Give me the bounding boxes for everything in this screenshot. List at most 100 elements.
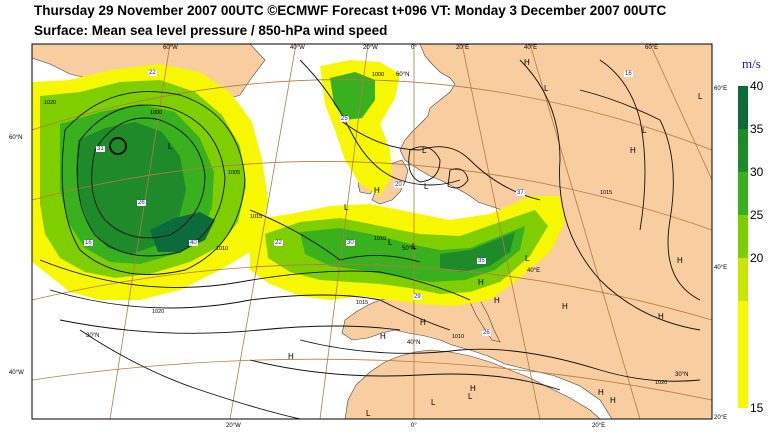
legend-swatch-15: [738, 301, 748, 408]
legend-label-15: 15: [750, 401, 764, 415]
high-centre: H: [288, 352, 294, 361]
isobar-east-1: [519, 59, 701, 331]
tick-right-60e: 60°E: [714, 86, 728, 92]
isobar-east-3: [599, 59, 646, 231]
italy-land: [469, 289, 501, 343]
isobar-low-3: [61, 91, 246, 275]
low-centre: L: [424, 182, 429, 191]
high-centre: H: [470, 384, 476, 393]
wind-band-darkest-west: [150, 212, 215, 252]
low-centre: L: [366, 409, 371, 418]
legend-swatch-20: [738, 258, 748, 301]
isobar-front-1: [49, 289, 451, 331]
tick-top-0: 0°: [411, 45, 417, 51]
low-centre: L: [544, 84, 549, 93]
legend-swatch-40: [738, 86, 748, 129]
map-subtitle: Surface: Mean sea level pressure / 850-h…: [34, 23, 388, 38]
tick-bottom-20w: 20°W: [226, 423, 241, 429]
high-centre: H: [562, 302, 568, 311]
high-centre: H: [494, 296, 500, 305]
wind-speed-label: 37: [516, 190, 525, 196]
legend-label-35: 35: [750, 122, 764, 136]
meridian-40e: [529, 44, 641, 419]
low-centre: L: [431, 398, 436, 407]
map-title: Thursday 29 November 2007 00UTC ©ECMWF F…: [34, 3, 667, 18]
isobar-wave-3: [299, 59, 461, 186]
wind-speed-label: 26: [482, 330, 491, 336]
tick-top-60e: 60°E: [645, 45, 659, 51]
isobar-low-1: [91, 117, 206, 239]
low-centre: L: [698, 92, 703, 101]
isobar-south-3: [79, 329, 301, 419]
wind-speed-label: 30: [346, 240, 355, 246]
meridian-60e: [649, 44, 712, 181]
legend-swatch-35: [738, 129, 748, 172]
isobars: [39, 59, 701, 419]
legend-label-20: 20: [750, 251, 764, 265]
tick-top-20e: 20°E: [456, 45, 470, 51]
tick-right-40e: 40°E: [714, 265, 728, 271]
legend-swatch-30: [738, 172, 748, 215]
isobar-low-2: [76, 104, 226, 257]
legend-swatch-25: [738, 215, 748, 258]
wind-speed-label: 22: [148, 70, 157, 76]
wind-speed-label: 40: [189, 240, 198, 246]
meridian-20w: [319, 44, 369, 419]
meridian-40w: [229, 44, 297, 419]
high-centre: H: [677, 256, 683, 265]
low-centre: L: [422, 146, 427, 155]
wind-speed-label: 26: [137, 200, 146, 206]
tick-inner-30n-west: 30°N: [86, 333, 100, 339]
low-centre: L: [642, 126, 647, 135]
high-centre: H: [374, 186, 380, 195]
wind-speed-label: 25: [340, 116, 349, 122]
isobar-wave-2: [339, 119, 541, 201]
low-centre: L: [388, 238, 393, 247]
wind-speed-label: 31: [96, 146, 105, 152]
high-centre: H: [420, 318, 426, 327]
cyclone-centre-ring: [109, 137, 128, 155]
wind-speed-label: 16: [624, 71, 633, 77]
low-centre: L: [344, 203, 349, 212]
isobar-closed-ne: [447, 168, 469, 189]
isobar-front-2: [39, 259, 471, 301]
parallel-30n: [32, 358, 712, 401]
isobar-value-label: 1020: [655, 380, 668, 386]
low-centre: L: [412, 242, 417, 251]
isobar-south-1: [299, 339, 701, 382]
tick-left-60n: 60°N: [9, 135, 23, 141]
high-centre: H: [658, 312, 664, 321]
isobar-value-label: 1000: [150, 110, 163, 116]
legend-colorbar: [738, 86, 748, 408]
isobar-east-2: [579, 89, 701, 301]
tick-bottom-20e: 20°E: [592, 423, 606, 429]
isobar-value-label: 1010: [216, 246, 229, 252]
tick-left-40w: 40°W: [9, 370, 24, 376]
isobar-value-label: 1010: [374, 236, 387, 242]
meridian-20e: [461, 44, 541, 419]
isobar-value-label: 1015: [356, 300, 369, 306]
isobar-value-label: 1005: [228, 170, 241, 176]
tick-inner-40n: 40°N: [407, 340, 421, 346]
isobar-value-label: 1015: [250, 214, 263, 220]
wind-band-darkgreen-west: [76, 122, 186, 254]
isobar-value-label: 1010: [452, 334, 465, 340]
legend-label-25: 25: [750, 208, 764, 222]
legend-unit: m/s: [742, 56, 761, 71]
tick-bottom-0: 0°: [411, 423, 417, 429]
legend-label-40: 40: [750, 79, 764, 93]
legend-label-30: 30: [750, 165, 764, 179]
map-frame: [31, 43, 713, 420]
wind-speed-label: 20: [394, 182, 403, 188]
tick-top-40w: 40°W: [290, 45, 305, 51]
wind-speed-label: 16: [84, 240, 93, 246]
isobar-value-label: 1015: [600, 190, 613, 196]
isobar-front-3: [59, 319, 401, 334]
tick-top-60w: 60°W: [163, 45, 178, 51]
tick-inner-40e: 40°E: [527, 268, 541, 274]
high-centre: H: [380, 332, 386, 341]
tick-top-20w: 20°W: [363, 45, 378, 51]
wind-speed-label: 29: [413, 294, 422, 300]
tick-inner-30n-east: 30°N: [675, 372, 689, 378]
